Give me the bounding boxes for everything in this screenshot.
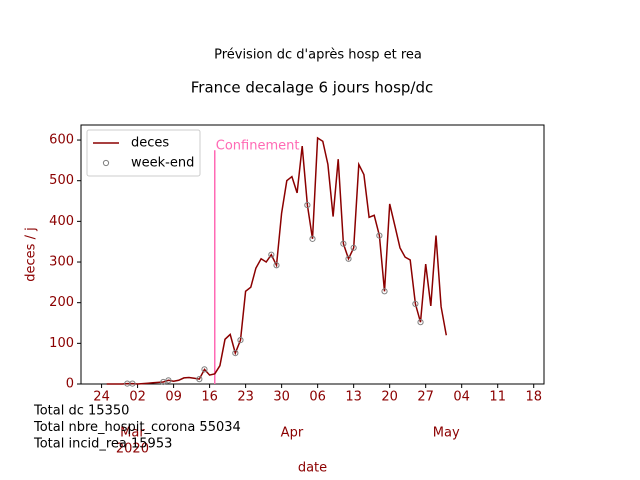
y-axis-label: deces / j [24, 227, 39, 281]
total-annotation: Total incid_rea 15953 [33, 437, 172, 452]
month-label: Mar [120, 426, 145, 441]
week-end-marker [237, 336, 244, 344]
week-end-marker [268, 251, 275, 258]
x-tick-label: 06 [309, 390, 326, 405]
week-end-marker [196, 376, 203, 383]
month-label: May [433, 426, 460, 441]
chart-title: France decalage 6 jours hosp/dc [191, 79, 433, 97]
week-end-marker [304, 201, 311, 209]
legend-label: week-end [131, 156, 194, 171]
total-annotation: Total nbre_hospit_corona 55034 [33, 420, 241, 435]
week-end-marker [412, 300, 419, 308]
legend-swatch [102, 159, 110, 167]
x-tick-label: 18 [525, 390, 542, 405]
legend-box [86, 129, 201, 177]
week-end-marker [350, 244, 357, 251]
week-end-marker [273, 262, 280, 269]
week-end-marker [232, 349, 239, 357]
x-tick-label: 04 [453, 390, 470, 405]
week-end-marker [165, 377, 172, 384]
x-tick-label: 16 [201, 390, 218, 405]
x-tick-label: 20 [381, 390, 398, 405]
year-label: 2020 [116, 442, 149, 457]
week-end-marker [309, 235, 316, 242]
week-end-marker [129, 380, 136, 387]
legend-label: deces [131, 136, 169, 151]
x-tick-label: 23 [237, 390, 254, 405]
x-tick-label: 24 [93, 390, 110, 405]
y-tick-label: 0 [66, 377, 74, 392]
y-tick-label: 300 [49, 255, 74, 270]
x-axis-label: date [298, 461, 327, 476]
plot-frame [80, 124, 545, 385]
week-end-marker [345, 255, 352, 262]
y-tick-label: 200 [49, 295, 74, 310]
y-tick-label: 400 [49, 214, 74, 229]
confinement-label: Confinement [216, 139, 300, 154]
month-label: Apr [281, 426, 304, 441]
x-tick-label: 30 [273, 390, 290, 405]
chart-suptitle: Prévision dc d'après hosp et rea [214, 48, 422, 63]
y-tick-label: 600 [49, 133, 74, 148]
x-tick-label: 13 [345, 390, 362, 405]
y-tick-label: 500 [49, 173, 74, 188]
x-tick-label: 02 [129, 390, 146, 405]
total-annotation: Total dc 15350 [33, 404, 129, 419]
x-tick-label: 27 [417, 390, 434, 405]
week-end-marker [340, 240, 347, 247]
week-end-marker [376, 232, 383, 239]
y-tick-label: 100 [49, 336, 74, 351]
data-line [106, 136, 448, 385]
week-end-marker [417, 319, 424, 326]
week-end-marker [201, 366, 208, 373]
x-tick-label: 11 [489, 390, 506, 405]
x-tick-label: 09 [165, 390, 182, 405]
week-end-marker [381, 288, 388, 295]
